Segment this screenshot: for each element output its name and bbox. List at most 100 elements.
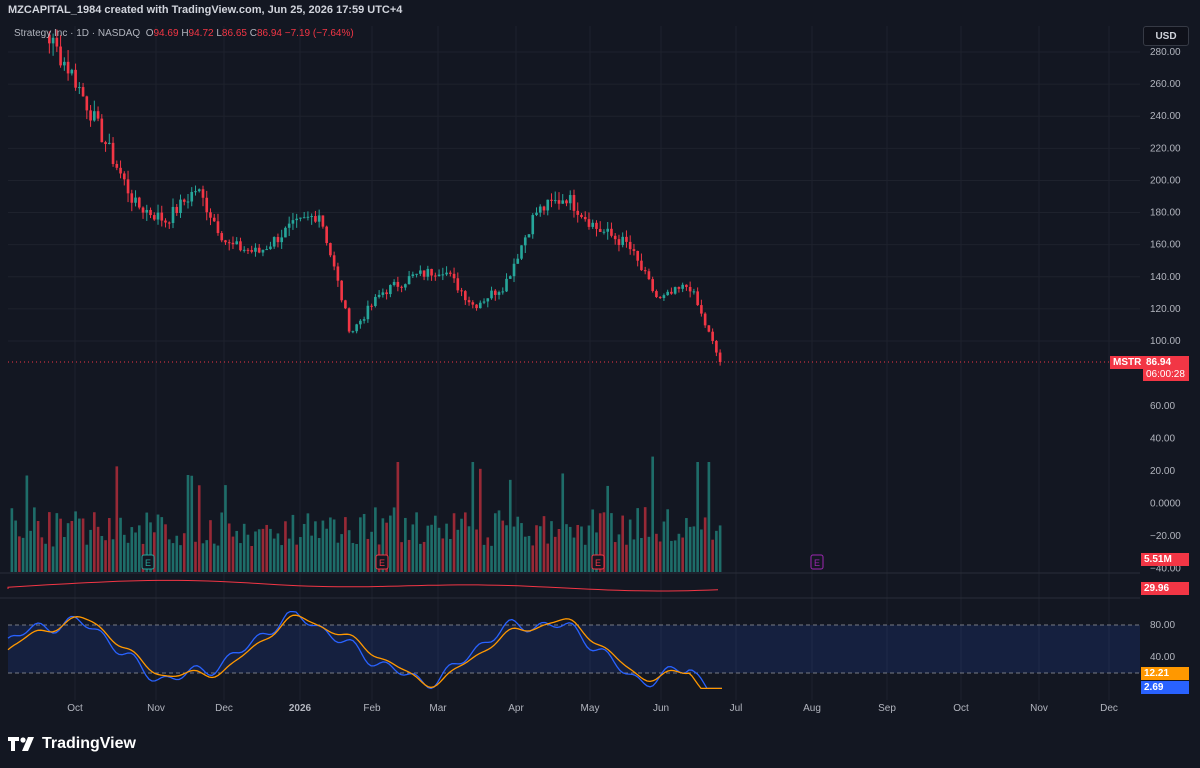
top-caption-bar: MZCAPITAL_1984 created with TradingView.… — [0, 0, 1200, 22]
volume-bar — [602, 512, 606, 572]
volume-bar — [336, 542, 340, 572]
candle-body — [81, 87, 85, 97]
volume-bar — [329, 517, 332, 572]
volume-bar — [145, 512, 149, 572]
volume-bar — [478, 468, 482, 572]
candle-body — [220, 233, 224, 241]
volume-bar — [100, 535, 104, 572]
stoch-d-badge: 2.69 — [1141, 681, 1189, 694]
volume-bar — [411, 524, 415, 572]
volume-bar — [111, 539, 115, 572]
volume-bar — [658, 541, 662, 572]
volume-bar — [310, 535, 313, 572]
volume-bar — [85, 544, 89, 572]
volume-bar — [572, 537, 576, 572]
candle-body — [344, 300, 347, 309]
volume-bar — [107, 518, 111, 572]
candle-body — [126, 179, 130, 194]
candle-body — [370, 305, 373, 307]
volume-bar — [130, 527, 134, 572]
candle-body — [205, 197, 209, 213]
earnings-marker-icon — [810, 554, 824, 570]
volume-bar — [250, 546, 254, 572]
volume-bar — [640, 537, 643, 572]
volume-bar — [235, 530, 239, 572]
volume-bar — [407, 539, 411, 572]
volume-bar — [254, 531, 257, 572]
candle-body — [407, 276, 411, 285]
candle-body — [299, 217, 302, 219]
volume-bar — [299, 537, 302, 572]
candle-body — [553, 200, 557, 202]
volume-bar — [700, 529, 703, 572]
tradingview-logo[interactable]: TradingView — [8, 735, 136, 753]
volume-bar — [164, 524, 167, 572]
candle-body — [550, 199, 553, 201]
tradingview-brand: TradingView — [42, 735, 136, 752]
candle-body — [231, 242, 235, 245]
candle-body — [104, 142, 107, 145]
volume-bar — [557, 528, 561, 572]
candle-body — [647, 271, 651, 280]
time-axis-label: Mar — [429, 703, 447, 714]
volume-bar — [404, 517, 407, 572]
candle-body — [478, 302, 482, 309]
candle-body — [490, 290, 493, 299]
volume-bar — [426, 525, 430, 572]
candle-body — [595, 222, 598, 229]
stochastic-k-line — [7, 610, 722, 690]
volume-bar — [636, 508, 639, 572]
volume-bar — [93, 512, 96, 572]
candle-body — [587, 219, 591, 227]
volume-bar — [81, 518, 85, 572]
candle-body — [122, 173, 126, 180]
oscillator-axis-tick: 0.0000 — [1150, 499, 1181, 510]
candle-body — [640, 260, 643, 271]
volume-bar — [36, 521, 40, 572]
chart-area[interactable] — [7, 22, 1192, 720]
earnings-marker-label: E — [595, 558, 601, 568]
volume-bar — [89, 529, 92, 572]
volume-bar — [261, 528, 265, 572]
candle-body — [145, 209, 149, 213]
candle-body — [261, 249, 265, 253]
volume-bar — [550, 521, 553, 572]
volume-bar — [40, 537, 44, 572]
candle-body — [48, 34, 51, 44]
volume-bar — [78, 518, 81, 572]
volume-bar — [295, 544, 298, 572]
volume-bar — [269, 528, 272, 572]
candle-body — [707, 325, 711, 332]
candle-body — [134, 197, 137, 203]
volume-bar — [291, 514, 295, 572]
volume-bar — [374, 507, 377, 572]
time-axis-label: Apr — [508, 703, 524, 714]
candle-body — [265, 249, 269, 251]
currency-button[interactable]: USD — [1143, 26, 1189, 46]
low-value: 86.65 — [221, 28, 247, 39]
volume-bar — [265, 524, 269, 572]
volume-bar — [546, 543, 550, 572]
price-axis-tick: 120.00 — [1150, 304, 1181, 315]
time-axis-label: Oct — [953, 703, 969, 714]
price-axis-tick: 220.00 — [1150, 143, 1181, 154]
chart-canvas[interactable]: 280.00 260.00 240.00 220.00 200.00 180.00 160.… — [0, 0, 1200, 720]
volume-bar — [617, 534, 621, 572]
candle-body — [557, 200, 561, 204]
volume-bar — [422, 541, 426, 572]
volume-bar — [595, 532, 598, 572]
candle-body — [164, 220, 167, 223]
volume-bar — [703, 517, 707, 572]
candle-body — [392, 281, 396, 286]
candle-body — [655, 291, 658, 298]
volume-bar — [332, 519, 336, 572]
volume-bar — [104, 540, 107, 572]
volume-bar — [344, 517, 347, 572]
oscillator-axis-tick: 60.00 — [1150, 401, 1175, 412]
candle-body — [685, 284, 688, 287]
volume-bar — [179, 545, 182, 572]
earnings-marker-icon — [375, 554, 389, 570]
volume-bar — [553, 536, 557, 572]
candle-body — [711, 331, 714, 341]
candle-body — [224, 240, 227, 243]
